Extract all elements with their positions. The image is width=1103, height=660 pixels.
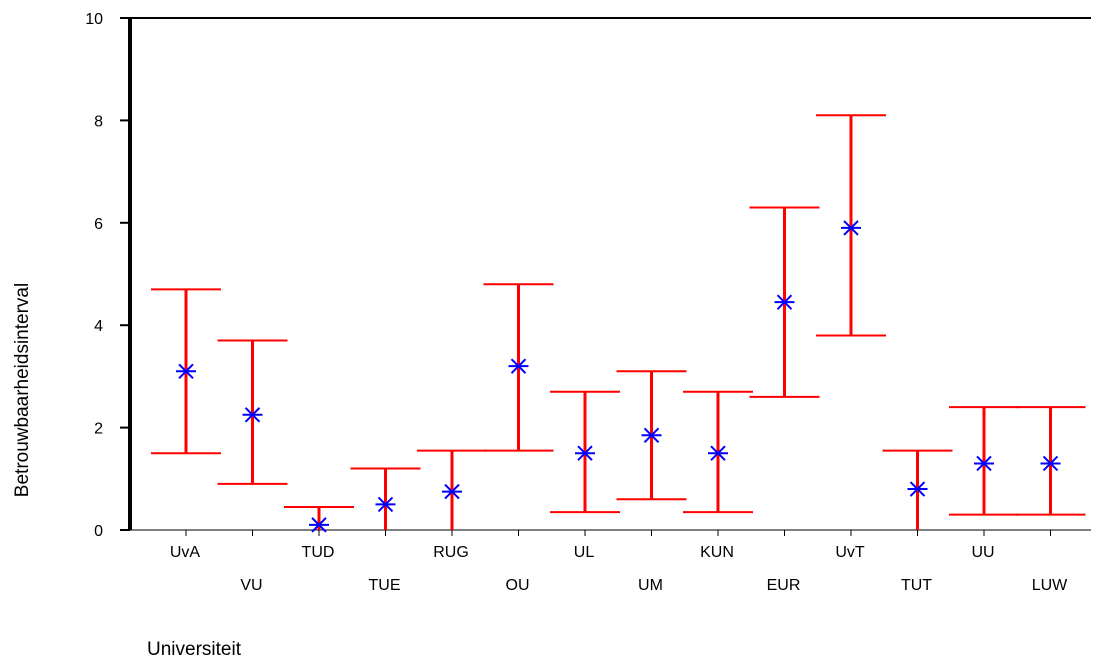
mean-marker: [641, 427, 662, 443]
mean-marker: [774, 294, 795, 310]
interval-bars: [151, 114, 1086, 533]
interval-EUR: [749, 206, 820, 398]
x-tick-label: OU: [506, 577, 530, 594]
interval-OU: [483, 283, 554, 452]
interval-TUT: [882, 449, 953, 530]
mean-marker: [242, 407, 263, 423]
interval-UU: [949, 406, 1019, 516]
mean-marker-stroke: [976, 455, 992, 472]
mean-marker-stroke: [710, 445, 726, 461]
mean-marker-stroke: [444, 483, 460, 500]
y-tick-label: 4: [94, 318, 103, 335]
x-tick-label: UvT: [835, 544, 865, 561]
mean-marker-stroke: [909, 481, 926, 497]
mean-marker-stroke: [311, 517, 327, 533]
mean-marker: [375, 496, 396, 513]
mean-marker-stroke: [843, 220, 859, 236]
y-tick-label: 10: [85, 11, 103, 28]
mean-marker-stroke: [244, 407, 261, 423]
x-tick-label: KUN: [700, 544, 734, 561]
x-axis-label: Universiteit: [147, 639, 242, 660]
x-tick-label: TUD: [302, 544, 335, 561]
interval-LUW: [1015, 406, 1086, 516]
x-tick-label: TUT: [901, 577, 932, 594]
interval-TUE: [350, 467, 421, 530]
x-tick-labels: UvA VU TUD TUE RUG OU UL UM KUN EUR UvT TUT UU LUW: [170, 544, 1068, 594]
mean-marker-stroke: [178, 363, 194, 379]
interval-TUD: [284, 505, 354, 533]
mean-marker: [508, 358, 529, 374]
y-tick-label: 0: [94, 523, 103, 540]
mean-marker-stroke: [643, 427, 660, 443]
x-tick-label: UM: [638, 577, 663, 594]
mean-marker: [841, 220, 861, 236]
mean-marker-stroke: [776, 294, 793, 310]
mean-marker: [1040, 455, 1061, 472]
x-tick-label: TUE: [369, 577, 401, 594]
x-tick-label: RUG: [433, 544, 469, 561]
mean-marker: [708, 445, 728, 461]
x-tick-label: VU: [240, 577, 262, 594]
mean-marker-stroke: [577, 445, 593, 461]
mean-marker-stroke: [377, 496, 394, 513]
interval-UvA: [151, 288, 221, 455]
mean-marker: [907, 481, 928, 497]
x-tick-label: UL: [574, 544, 595, 561]
y-axis-label: Betrouwbaarheidsinterval: [12, 283, 33, 497]
x-tick-label: LUW: [1032, 577, 1068, 594]
x-tick-label: UvA: [170, 544, 201, 561]
mean-marker-stroke: [510, 358, 527, 374]
y-tick-label: 8: [94, 113, 103, 130]
y-tick-label: 2: [94, 421, 103, 438]
interval-UM: [616, 370, 687, 501]
interval-VU: [217, 339, 288, 485]
interval-KUN: [683, 390, 753, 514]
x-tick-label: UU: [971, 544, 994, 561]
interval-UvT: [816, 114, 886, 337]
axes: 0 2 4 6 8 10: [85, 11, 1091, 540]
mean-marker: [442, 483, 462, 500]
mean-marker: [974, 455, 994, 472]
interval-RUG: [417, 449, 487, 530]
interval-UL: [550, 390, 620, 514]
mean-marker-stroke: [1042, 455, 1059, 472]
y-tick-label: 6: [94, 216, 103, 233]
mean-marker: [309, 517, 329, 533]
x-tick-label: EUR: [767, 577, 801, 594]
mean-marker: [176, 363, 196, 379]
mean-marker: [575, 445, 595, 461]
